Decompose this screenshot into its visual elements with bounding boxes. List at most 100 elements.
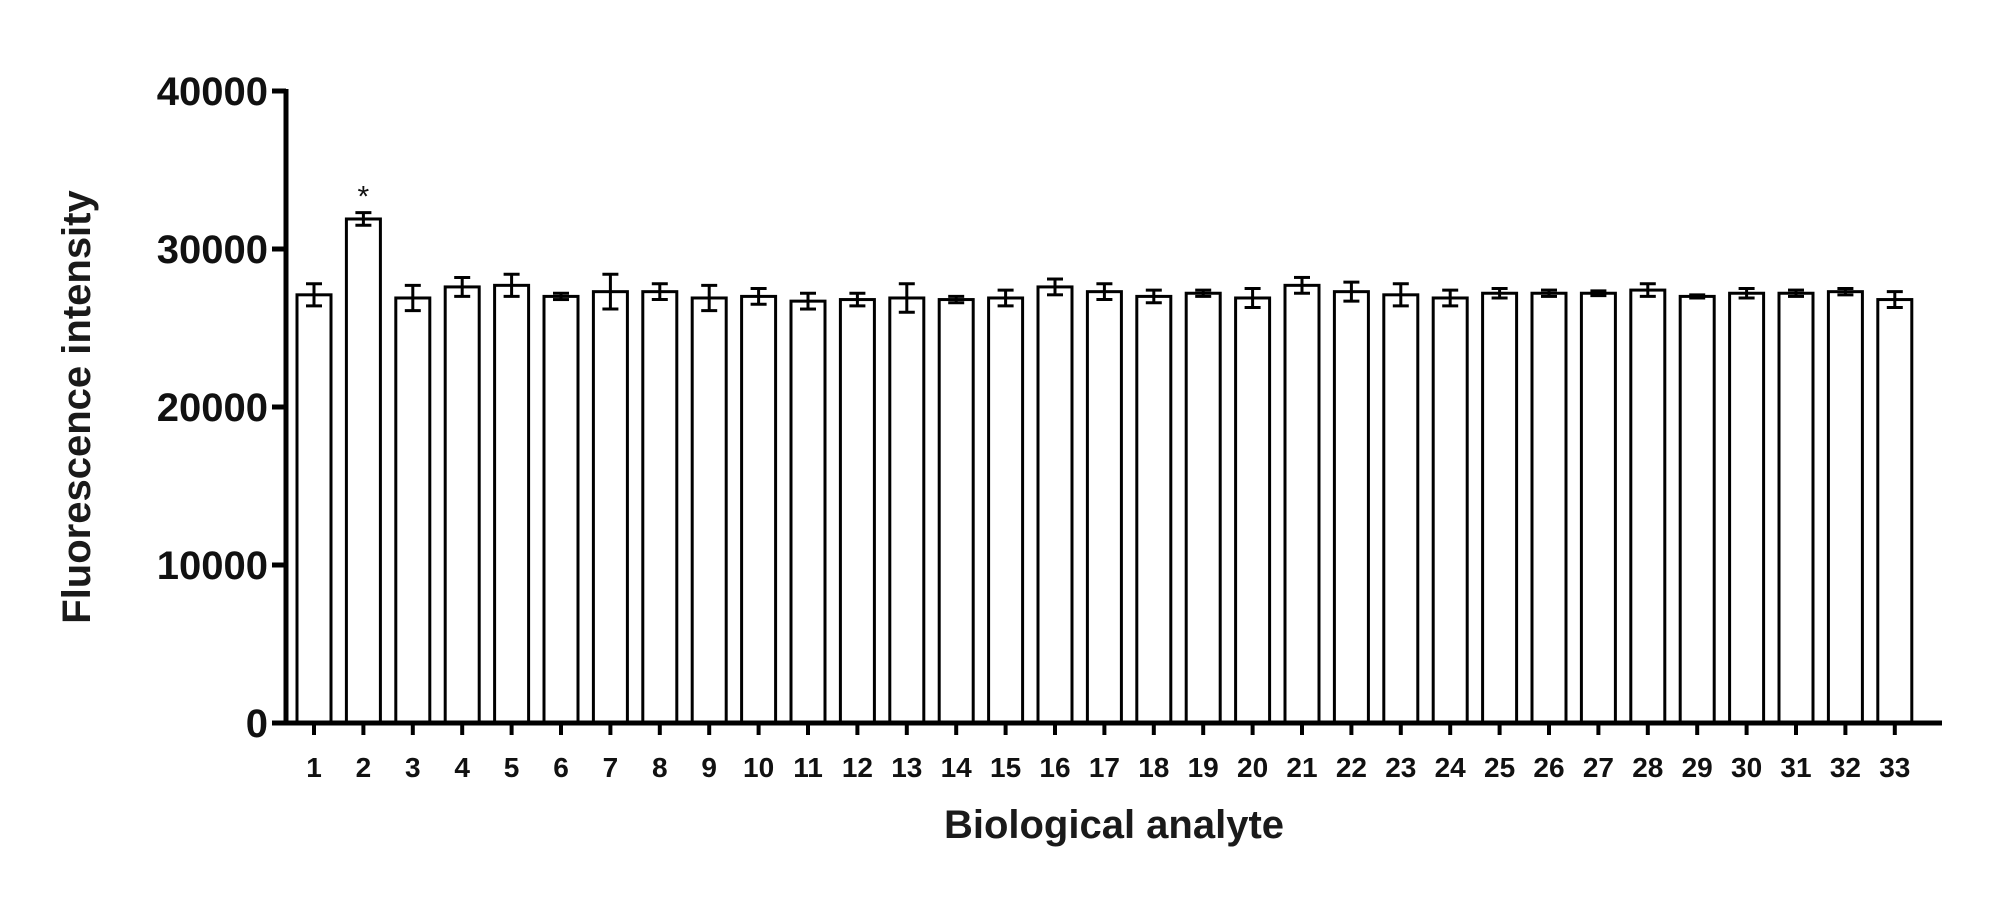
bar-10 [740, 294, 778, 725]
y-axis-title: Fluorescence intensity [55, 190, 99, 624]
x-tick-label-4: 4 [454, 752, 470, 783]
x-tick-label-20: 20 [1237, 752, 1268, 783]
bars [295, 217, 1914, 725]
error-bar-24 [1442, 288, 1459, 308]
error-bar-33 [1886, 290, 1903, 309]
x-tick-label-25: 25 [1484, 752, 1515, 783]
error-bar-31 [1788, 288, 1804, 298]
error-bar-28 [1639, 282, 1656, 298]
x-tick-label-13: 13 [891, 752, 922, 783]
bar-23 [1382, 293, 1420, 725]
bar-28 [1629, 288, 1667, 725]
bar-27 [1579, 291, 1617, 725]
bar-8 [641, 290, 679, 725]
x-tick-label-29: 29 [1682, 752, 1713, 783]
error-bar-23 [1392, 282, 1409, 308]
error-bar-18 [1145, 288, 1162, 305]
bar-19 [1184, 291, 1222, 725]
bar-31 [1777, 291, 1815, 725]
x-tick-label-24: 24 [1435, 752, 1467, 783]
error-bar-7 [602, 272, 619, 311]
y-axis-ticks: 0 10000 20000 30000 40000 [157, 70, 286, 746]
error-bar-32 [1837, 287, 1854, 297]
error-bar-3 [404, 283, 421, 313]
bar-16 [1036, 285, 1074, 725]
error-bar-27 [1590, 289, 1607, 298]
bar-17 [1085, 290, 1123, 725]
error-bar-9 [701, 283, 718, 313]
annotations: * [358, 181, 370, 214]
significance-marker: * [358, 181, 370, 214]
x-tick-label-18: 18 [1138, 752, 1169, 783]
x-tick-label-15: 15 [990, 752, 1021, 783]
bar-21 [1283, 283, 1321, 725]
bar-25 [1481, 291, 1519, 725]
bar-32 [1826, 290, 1864, 725]
bar-30 [1728, 291, 1766, 725]
x-tick-label-9: 9 [701, 752, 717, 783]
error-bar-16 [1047, 277, 1063, 297]
error-bar-10 [750, 287, 767, 306]
x-axis-title: Biological analyte [944, 803, 1284, 847]
bar-29 [1678, 294, 1716, 725]
y-tick-label: 0 [246, 702, 268, 746]
bar-18 [1135, 294, 1173, 725]
bar-4 [443, 285, 481, 725]
error-bar-1 [306, 282, 322, 308]
error-bar-6 [553, 291, 569, 302]
x-tick-label-6: 6 [553, 752, 569, 783]
x-tick-label-12: 12 [842, 752, 873, 783]
error-bar-25 [1491, 287, 1508, 300]
bar-9 [690, 296, 728, 725]
error-bar-14 [948, 294, 965, 305]
x-tick-label-7: 7 [603, 752, 619, 783]
bar-20 [1234, 296, 1272, 725]
x-tick-label-5: 5 [504, 752, 520, 783]
bar-1 [295, 293, 333, 725]
bar-13 [888, 296, 926, 725]
bar-2 [344, 217, 382, 725]
x-tick-label-16: 16 [1039, 752, 1070, 783]
x-tick-label-31: 31 [1780, 752, 1811, 783]
x-tick-label-17: 17 [1089, 752, 1120, 783]
x-tick-label-32: 32 [1830, 752, 1861, 783]
x-tick-label-1: 1 [306, 752, 322, 783]
bar-5 [493, 283, 531, 725]
error-bar-2 [355, 211, 372, 227]
y-tick-label: 30000 [157, 228, 268, 272]
error-bar-17 [1096, 282, 1113, 302]
x-tick-label-8: 8 [652, 752, 668, 783]
error-bar-26 [1541, 288, 1557, 298]
x-tick-label-30: 30 [1731, 752, 1762, 783]
x-tick-label-14: 14 [941, 752, 973, 783]
bar-7 [591, 290, 629, 725]
bar-33 [1876, 298, 1914, 725]
x-tick-label-26: 26 [1533, 752, 1564, 783]
bar-11 [789, 299, 827, 725]
x-tick-label-27: 27 [1583, 752, 1614, 783]
error-bar-30 [1738, 287, 1755, 300]
bar-24 [1431, 296, 1469, 725]
error-bar-20 [1244, 287, 1261, 309]
error-bar-15 [997, 288, 1014, 308]
error-bar-12 [849, 291, 866, 308]
x-tick-label-19: 19 [1188, 752, 1219, 783]
error-bar-29 [1689, 293, 1706, 300]
x-tick-label-21: 21 [1286, 752, 1317, 783]
error-bar-13 [898, 282, 915, 314]
x-tick-label-23: 23 [1385, 752, 1416, 783]
bar-3 [394, 296, 432, 725]
error-bar-19 [1195, 288, 1212, 298]
error-bar-22 [1343, 280, 1360, 303]
x-tick-label-10: 10 [743, 752, 774, 783]
x-tick-label-22: 22 [1336, 752, 1367, 783]
x-tick-label-3: 3 [405, 752, 421, 783]
error-bars [306, 211, 1903, 314]
bar-14 [937, 298, 975, 725]
x-tick-label-28: 28 [1632, 752, 1663, 783]
error-bar-8 [651, 282, 668, 302]
bar-15 [987, 296, 1025, 725]
bar-12 [838, 298, 876, 725]
y-tick-label: 10000 [157, 544, 268, 588]
